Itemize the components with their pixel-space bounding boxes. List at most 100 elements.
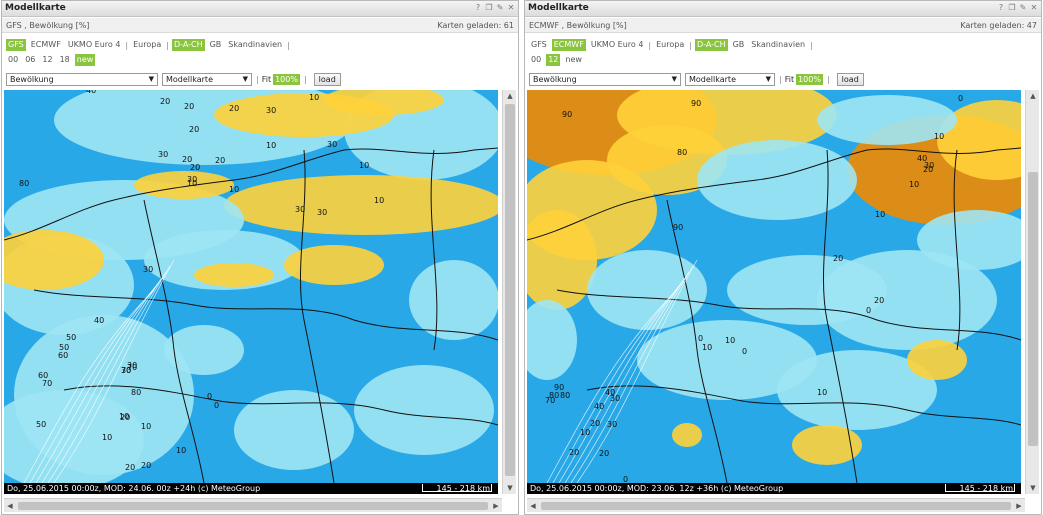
map-subheader: ECMWF , Bewölkung [%] Karten geladen: 47	[525, 18, 1041, 33]
contour-label: 80	[560, 391, 570, 400]
contour-label: 40	[594, 402, 604, 411]
map-controls: Bewölkung ▼ Modellkarte ▼ | Fit 100% | load	[529, 72, 864, 86]
horizontal-scroll-thumb[interactable]	[18, 502, 488, 510]
vertical-scroll-thumb[interactable]	[505, 104, 515, 476]
model-option-gfs[interactable]: GFS	[6, 39, 26, 51]
contour-label: 80	[677, 148, 687, 157]
model-option-ukmo-euro-4[interactable]: UKMO Euro 4	[590, 40, 644, 49]
map-status-bar: Do, 25.06.2015 00:00z, MOD: 23.06. 12z +…	[527, 483, 1021, 494]
close-icon[interactable]: ✕	[1030, 3, 1038, 12]
contour-label: 10	[119, 412, 129, 421]
scroll-right-icon[interactable]: ▶	[1016, 502, 1022, 510]
isoline	[53, 259, 175, 483]
cloud-cover-map[interactable]: 90 90 0 80 10 40 30 20 10 90 10 20 0 20 10 0 10 0 10 90 80 70…	[527, 90, 1021, 483]
horizontal-scrollbar[interactable]: ◀ ▶	[4, 498, 502, 512]
cloud-area	[224, 175, 498, 235]
border-line	[666, 199, 728, 483]
map-run-info: Do, 25.06.2015 00:00z, MOD: 24.06. 00z +…	[7, 484, 261, 493]
model-option-ecmwf[interactable]: ECMWF	[551, 39, 586, 51]
isoline	[570, 265, 694, 483]
run-option-18[interactable]: 18	[59, 55, 70, 64]
contour-label: 90	[691, 99, 701, 108]
contour-label: 10	[141, 422, 151, 431]
contour-label: 10	[266, 141, 276, 150]
region-option-gb[interactable]: GB	[732, 40, 745, 49]
window-titlebar[interactable]: Modellkarte? ❐ ✎ ✕	[525, 1, 1041, 17]
run-option-12[interactable]: 12	[42, 55, 53, 64]
contour-label: 20	[874, 296, 884, 305]
parameter-select-value: Bewölkung	[10, 74, 54, 84]
map-panel-ecmwf: Modellkarte? ❐ ✎ ✕ ECMWF , Bewölkung [%] Kart…	[524, 0, 1042, 515]
scroll-right-icon[interactable]: ▶	[493, 502, 499, 510]
vertical-scrollbar[interactable]: ▲ ▼	[1025, 90, 1039, 494]
vertical-scrollbar[interactable]: ▲ ▼	[502, 90, 516, 494]
contour-label: 20	[184, 102, 194, 111]
run-option-00[interactable]: 00	[8, 55, 19, 64]
region-option-skandinavien[interactable]: Skandinavien	[228, 40, 283, 49]
contour-label: 0	[214, 401, 219, 410]
copy-icon[interactable]: ❐	[1008, 3, 1016, 12]
horizontal-scroll-thumb[interactable]	[541, 502, 1011, 510]
cloud-area	[4, 230, 104, 290]
model-option-gfs[interactable]: GFS	[531, 40, 547, 49]
scroll-left-icon[interactable]: ◀	[7, 502, 13, 510]
chevron-down-icon: ▼	[765, 74, 771, 83]
cloud-area	[194, 263, 274, 287]
contour-label: 90	[554, 383, 564, 392]
contour-label: 70	[121, 366, 131, 375]
contour-label: 70	[42, 379, 52, 388]
copy-icon[interactable]: ❐	[485, 3, 493, 12]
scroll-up-icon[interactable]: ▲	[1030, 92, 1036, 100]
region-option-skandinavien[interactable]: Skandinavien	[751, 40, 806, 49]
region-option-d-a-ch[interactable]: D-A-CH	[171, 39, 205, 51]
load-button[interactable]: load	[313, 72, 341, 86]
model-option-ecmwf[interactable]: ECMWF	[30, 40, 61, 49]
scroll-up-icon[interactable]: ▲	[507, 92, 513, 100]
isoline	[23, 289, 155, 483]
contour-label: 20	[569, 448, 579, 457]
vertical-scroll-thumb[interactable]	[1028, 172, 1038, 446]
run-option-new[interactable]: new	[74, 54, 96, 66]
cloud-cover-map[interactable]: 40 20 20 20 30 10 20 10 30 10 20 30 30 10 20 20 30 30 80 10…	[4, 90, 498, 483]
contour-label: 0	[958, 94, 963, 103]
cloud-area	[917, 210, 1021, 270]
window-titlebar[interactable]: Modellkarte? ❐ ✎ ✕	[2, 1, 518, 17]
contour-label: 30	[317, 208, 327, 217]
help-icon[interactable]: ?	[475, 3, 481, 12]
contour-label: 10	[229, 185, 239, 194]
close-icon[interactable]: ✕	[507, 3, 515, 12]
contour-label: 90	[673, 223, 683, 232]
region-option-d-a-ch[interactable]: D-A-CH	[694, 39, 728, 51]
region-option-europa[interactable]: Europa	[133, 40, 162, 49]
zoom-level[interactable]: 100%	[796, 73, 823, 85]
scroll-down-icon[interactable]: ▼	[507, 484, 513, 492]
run-option-12[interactable]: 12	[546, 54, 561, 66]
help-icon[interactable]: ?	[998, 3, 1004, 12]
map-status-bar: Do, 25.06.2015 00:00z, MOD: 24.06. 00z +…	[4, 483, 498, 494]
parameter-select[interactable]: Bewölkung ▼	[6, 72, 158, 86]
region-option-gb[interactable]: GB	[209, 40, 222, 49]
scroll-down-icon[interactable]: ▼	[1030, 484, 1036, 492]
run-option-00[interactable]: 00	[531, 55, 542, 64]
contour-label: 60	[38, 371, 48, 380]
model-option-ukmo-euro-4[interactable]: UKMO Euro 4	[67, 40, 121, 49]
run-option-new[interactable]: new	[565, 55, 582, 64]
fit-label[interactable]: Fit	[261, 74, 272, 84]
pin-icon[interactable]: ✎	[1019, 3, 1027, 12]
border-line	[430, 149, 438, 351]
fit-label[interactable]: Fit	[784, 74, 795, 84]
contour-label: 10	[359, 161, 369, 170]
scroll-left-icon[interactable]: ◀	[530, 502, 536, 510]
run-option-06[interactable]: 06	[25, 55, 36, 64]
map-type-select[interactable]: Modellkarte ▼	[162, 72, 252, 86]
load-button[interactable]: load	[836, 72, 864, 86]
map-type-select[interactable]: Modellkarte ▼	[685, 72, 775, 86]
contour-label: 30	[158, 150, 168, 159]
parameter-select[interactable]: Bewölkung ▼	[529, 72, 681, 86]
pin-icon[interactable]: ✎	[496, 3, 504, 12]
region-option-europa[interactable]: Europa	[656, 40, 685, 49]
contour-label: 30	[127, 361, 137, 370]
zoom-level[interactable]: 100%	[273, 73, 300, 85]
horizontal-scrollbar[interactable]: ◀ ▶	[527, 498, 1025, 512]
maps-loaded-count: Karten geladen: 47	[960, 21, 1037, 30]
